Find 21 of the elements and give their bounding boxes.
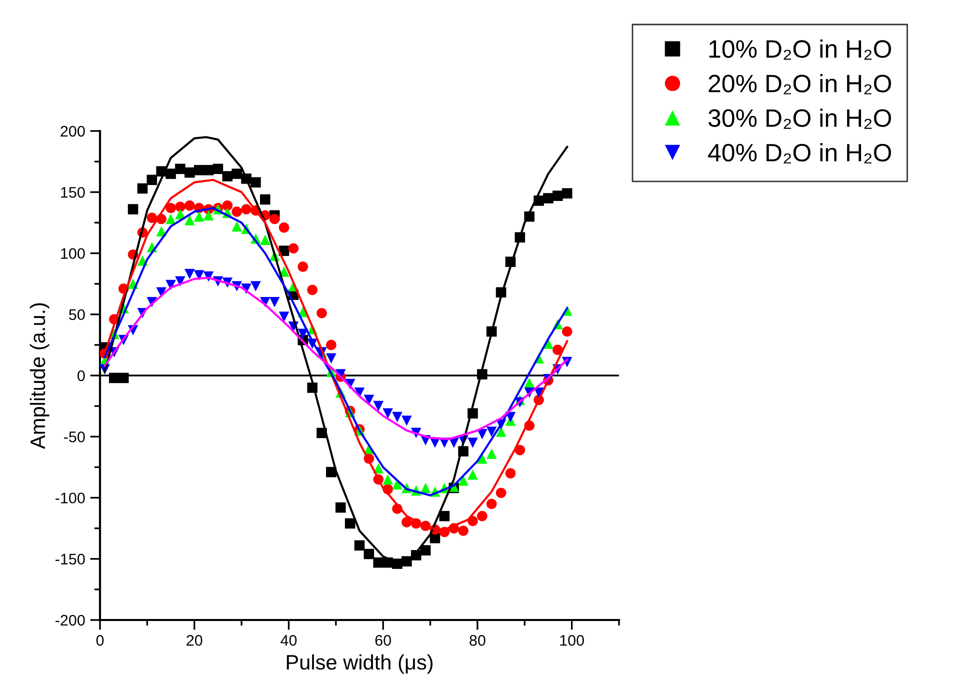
legend-label: 40% D₂O in H₂O: [708, 143, 892, 164]
y-tick-label: 200: [60, 126, 85, 137]
y-tick-label: -50: [64, 431, 85, 442]
x-tick-label: 60: [375, 634, 391, 646]
x-tick-label: 40: [280, 634, 297, 646]
x-tick-label: 80: [470, 634, 486, 646]
y-tick-label: 50: [69, 309, 85, 320]
y-tick-label: -100: [56, 492, 85, 504]
legend-label: 20% D₂O in H₂O: [708, 74, 892, 94]
x-axis-title: Pulse width (μs): [286, 654, 433, 674]
x-tick-label: 0: [96, 634, 104, 646]
y-tick-label: -200: [56, 614, 85, 626]
x-tick-label: 20: [186, 634, 202, 646]
y-tick-label: 100: [61, 248, 85, 259]
legend-label: 10% D₂O in H₂O: [709, 40, 892, 60]
y-tick-label: 150: [61, 186, 85, 198]
x-tick-label: 100: [560, 634, 584, 646]
y-tick-label: 0: [78, 370, 85, 382]
y-axis-title: Amplitude (a.u.): [30, 303, 50, 449]
y-tick-label: -150: [56, 554, 85, 565]
legend-label: 30% D₂O in H₂O: [708, 108, 892, 129]
